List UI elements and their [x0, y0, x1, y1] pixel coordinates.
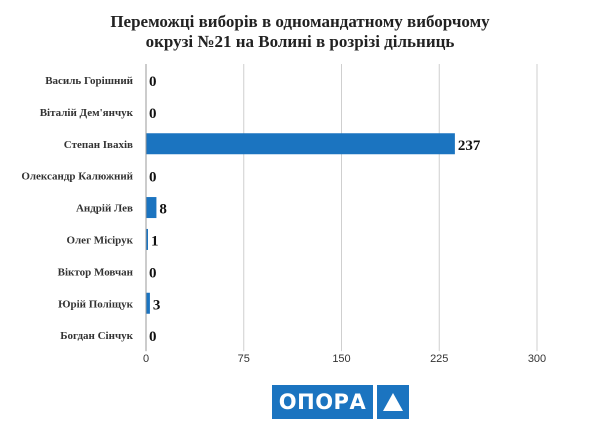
category-label: Віктор Мовчан — [58, 266, 134, 278]
bar — [146, 228, 148, 250]
chart-title-line-2: окрузі №21 на Волині в розрізі дільниць — [145, 32, 455, 51]
data-label: 0 — [149, 74, 157, 90]
x-tick-label: 75 — [238, 353, 250, 365]
data-label: 0 — [149, 170, 157, 186]
bar — [146, 197, 157, 219]
data-label: 8 — [159, 202, 167, 218]
x-tick-label: 300 — [528, 353, 546, 365]
data-label: 0 — [149, 329, 157, 345]
x-tick-label: 0 — [143, 353, 149, 365]
x-tick-label: 225 — [430, 353, 448, 365]
category-label: Василь Горішний — [45, 75, 133, 87]
opora-logo-wordmark: ОПОРА — [272, 385, 373, 419]
x-tick-label: 150 — [332, 353, 350, 365]
data-label: 0 — [149, 106, 157, 122]
chart-title-line-1: Переможці виборів в одномандатному вибор… — [110, 12, 490, 31]
chart-title: Переможці виборів в одномандатному вибор… — [0, 12, 600, 52]
category-label: Олег Місірук — [66, 234, 133, 246]
category-label: Віталій Дем'янчук — [40, 107, 134, 119]
category-label: Богдан Сінчук — [60, 330, 133, 342]
data-label: 0 — [149, 265, 157, 281]
bar — [146, 133, 455, 155]
category-label: Степан Івахів — [64, 139, 133, 151]
data-label: 1 — [151, 233, 159, 249]
bar — [146, 292, 150, 314]
category-label: Олександр Калюжний — [21, 171, 133, 183]
category-label: Юрій Поліщук — [58, 298, 134, 310]
opora-logo: ОПОРА — [272, 385, 409, 419]
data-label: 237 — [458, 138, 481, 154]
category-label: Андрій Лев — [76, 203, 133, 215]
triangle-icon — [377, 385, 409, 419]
data-label: 3 — [153, 297, 161, 313]
